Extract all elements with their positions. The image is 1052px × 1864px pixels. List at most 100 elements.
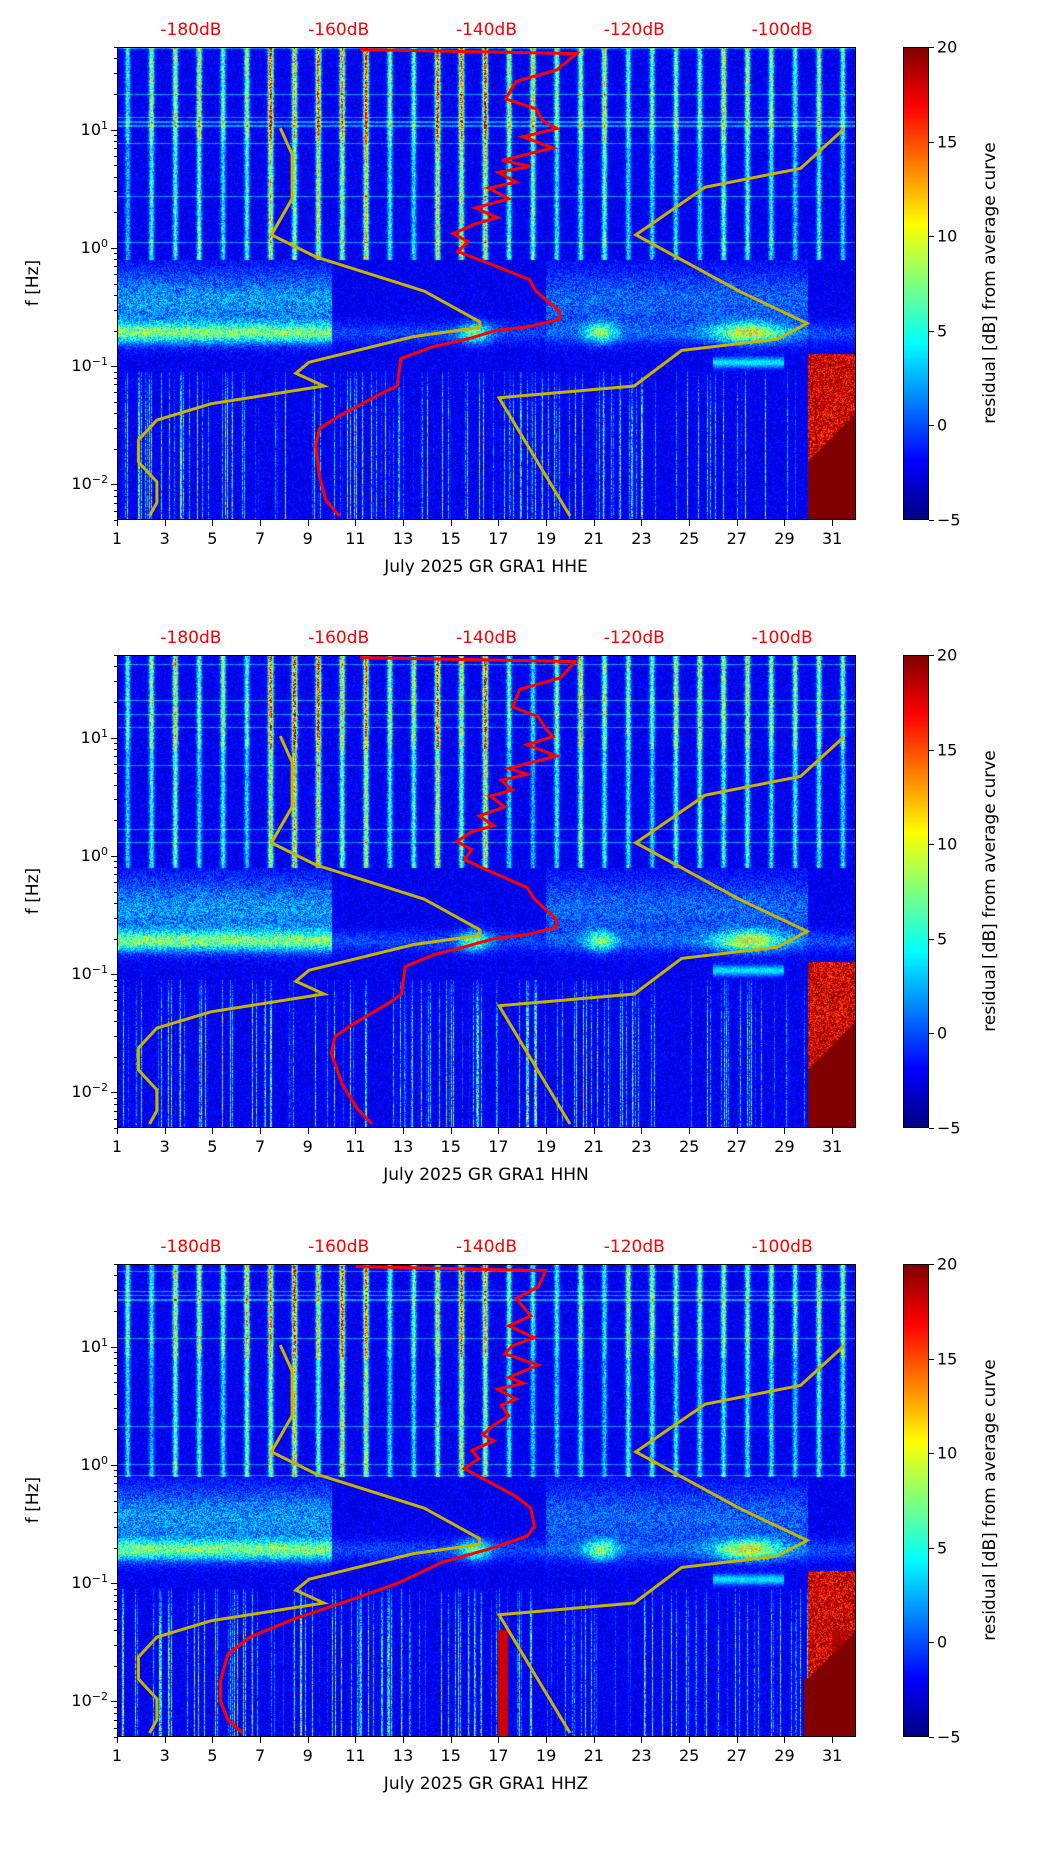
y-tick-exponent: 0 bbox=[101, 844, 108, 858]
x-tick-mark bbox=[641, 520, 643, 526]
y-tick-exponent: −1 bbox=[91, 1571, 108, 1585]
colorbar-tick-mark bbox=[929, 1453, 934, 1455]
y-tick-mark bbox=[111, 484, 117, 486]
y-minor-tick bbox=[114, 489, 117, 491]
y-tick-mark bbox=[111, 1701, 117, 1703]
colorbar-tick-mark bbox=[929, 1358, 934, 1360]
colorbar-tick-label: 20 bbox=[937, 645, 958, 665]
colorbar-tick-label: 15 bbox=[937, 740, 958, 760]
y-tick-exponent: −2 bbox=[91, 1081, 108, 1095]
x-tick-mark bbox=[212, 520, 214, 526]
x-tick-label: 21 bbox=[583, 529, 604, 548]
x-tick-mark bbox=[403, 1737, 405, 1743]
x-tick-label: 29 bbox=[774, 1746, 795, 1765]
y-minor-tick bbox=[114, 681, 117, 683]
top-axis-db-label: -120dB bbox=[603, 20, 665, 40]
colorbar-tick-label: 20 bbox=[937, 37, 958, 57]
y-minor-tick bbox=[114, 1128, 117, 1129]
curve-overlay bbox=[136, 48, 846, 517]
y-minor-tick bbox=[114, 867, 117, 869]
colorbar-tick-label: 5 bbox=[937, 321, 948, 341]
y-tick-exponent: −2 bbox=[91, 473, 108, 487]
x-tick-label: 3 bbox=[159, 1746, 170, 1765]
colorbar-title: residual [dB] from average curve bbox=[980, 750, 1000, 1032]
y-minor-tick bbox=[114, 1009, 117, 1011]
top-axis-db-label: -180dB bbox=[160, 628, 222, 648]
x-tick-mark bbox=[403, 1128, 405, 1134]
y-minor-tick bbox=[114, 1264, 117, 1265]
y-tick-mark bbox=[111, 974, 117, 976]
high-noise-model-curve bbox=[496, 735, 846, 1125]
x-tick-label: 23 bbox=[631, 529, 652, 548]
top-axis-db-label: -100dB bbox=[751, 1237, 813, 1257]
x-tick-label: 25 bbox=[678, 529, 700, 548]
x-tick-mark bbox=[498, 520, 500, 526]
top-axis-db-label: -160dB bbox=[308, 20, 370, 40]
top-axis-db-label: -100dB bbox=[751, 20, 813, 40]
x-tick-label: 9 bbox=[302, 1137, 313, 1156]
y-minor-tick bbox=[114, 266, 117, 268]
y-minor-tick bbox=[114, 1526, 117, 1528]
y-minor-tick bbox=[114, 502, 117, 504]
x-tick-mark bbox=[546, 520, 548, 526]
y-tick-mark bbox=[111, 737, 117, 739]
y-axis-title: f [Hz] bbox=[23, 1476, 43, 1524]
colorbar-tick-label: 0 bbox=[937, 1632, 948, 1652]
x-tick-mark bbox=[546, 1737, 548, 1743]
x-tick-mark bbox=[117, 1737, 118, 1743]
x-tick-mark bbox=[593, 520, 595, 526]
y-axis-title: f [Hz] bbox=[23, 867, 43, 915]
y-minor-tick bbox=[114, 874, 117, 876]
spectrogram-plot-area bbox=[117, 47, 856, 520]
x-tick-mark bbox=[736, 1128, 738, 1134]
y-minor-tick bbox=[114, 1035, 117, 1037]
y-minor-tick bbox=[114, 861, 117, 863]
y-minor-tick bbox=[114, 413, 117, 415]
y-minor-tick bbox=[114, 1372, 117, 1374]
y-minor-tick bbox=[114, 799, 117, 801]
y-tick-mark bbox=[111, 366, 117, 368]
y-tick-label: 101 bbox=[81, 1335, 108, 1355]
y-minor-tick bbox=[114, 655, 117, 656]
y-minor-tick bbox=[114, 309, 117, 311]
median-psd-curve bbox=[219, 1265, 548, 1735]
y-tick-base: 10 bbox=[71, 474, 92, 494]
y-minor-tick bbox=[114, 985, 117, 987]
y-tick-base: 10 bbox=[71, 1082, 92, 1102]
x-tick-mark bbox=[260, 520, 262, 526]
spectrogram-heatmap bbox=[117, 47, 856, 520]
colorbar bbox=[903, 47, 929, 520]
colorbar-tick-mark bbox=[929, 47, 934, 48]
colorbar-tick-mark bbox=[929, 425, 934, 427]
x-tick-label: 31 bbox=[821, 1746, 843, 1765]
top-axis-db-label: -180dB bbox=[160, 1237, 222, 1257]
x-tick-mark bbox=[164, 520, 166, 526]
x-tick-label: 11 bbox=[345, 1137, 366, 1156]
x-tick-label: 23 bbox=[631, 1746, 652, 1765]
y-tick-base: 10 bbox=[80, 846, 101, 866]
colorbar-tick-mark bbox=[929, 1547, 934, 1549]
x-tick-mark bbox=[450, 1128, 452, 1134]
low-noise-model-curve bbox=[136, 735, 482, 1125]
y-tick-base: 10 bbox=[80, 119, 101, 139]
colorbar-gradient bbox=[903, 1264, 929, 1737]
y-tick-exponent: −2 bbox=[91, 1690, 108, 1704]
y-minor-tick bbox=[114, 384, 117, 386]
top-axis-db-label: -120dB bbox=[603, 1237, 665, 1257]
y-tick-base: 10 bbox=[71, 356, 92, 376]
x-tick-mark bbox=[117, 1128, 118, 1134]
y-tick-base: 10 bbox=[80, 238, 101, 258]
y-minor-tick bbox=[114, 259, 117, 261]
x-tick-mark bbox=[498, 1737, 500, 1743]
y-minor-tick bbox=[114, 1056, 117, 1058]
y-minor-tick bbox=[114, 294, 117, 296]
y-minor-tick bbox=[114, 274, 117, 276]
y-tick-label: 10−2 bbox=[71, 473, 108, 493]
x-tick-mark bbox=[355, 520, 357, 526]
x-tick-mark bbox=[450, 1737, 452, 1743]
x-tick-label: 21 bbox=[583, 1137, 604, 1156]
curve-overlay bbox=[136, 1265, 846, 1735]
y-minor-tick bbox=[114, 882, 117, 884]
x-tick-mark bbox=[689, 1128, 691, 1134]
colorbar-tick-label: 10 bbox=[937, 1443, 958, 1463]
